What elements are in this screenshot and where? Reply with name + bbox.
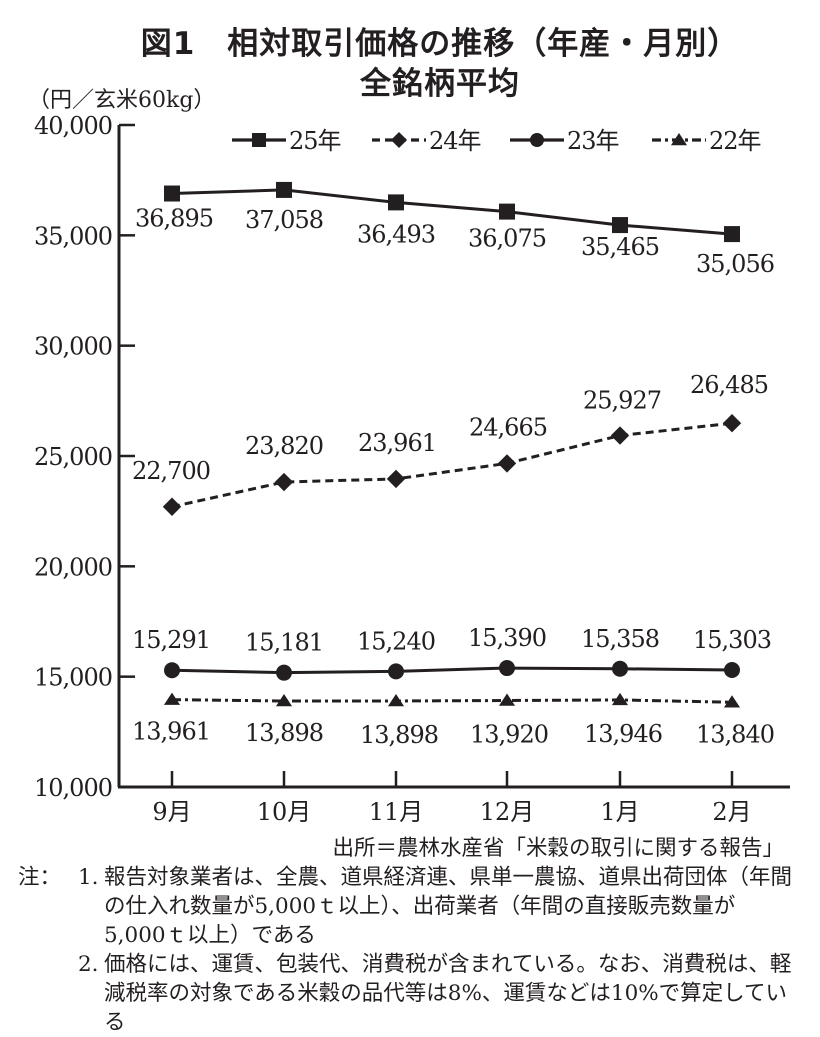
data-label: 15,291 <box>132 626 210 654</box>
chart-axes: 10,000 15,000 20,000 25,000 30,000 35,000 40,0… <box>34 112 790 826</box>
chart-series: 36,895 37,058 36,493 36,075 35,465 35,056 22,7… <box>132 181 775 749</box>
data-label: 25,927 <box>583 387 661 415</box>
data-label: 24,665 <box>469 413 547 441</box>
triangle-marker-icon <box>723 695 741 708</box>
y-tick-label: 35,000 <box>34 222 112 250</box>
x-tick-label: 10月 <box>257 798 312 826</box>
x-tick-label: 12月 <box>480 798 535 826</box>
data-label: 15,390 <box>468 624 546 652</box>
data-label: 15,303 <box>693 626 771 654</box>
diamond-marker-icon <box>497 454 517 473</box>
legend-label: 24年 <box>429 127 481 155</box>
square-marker-icon <box>276 181 292 198</box>
diamond-marker-icon <box>162 497 182 516</box>
circle-marker-icon <box>164 662 180 679</box>
diamond-marker-icon <box>274 472 294 492</box>
data-label: 13,946 <box>584 720 662 748</box>
data-label: 15,240 <box>357 627 435 655</box>
data-label: 13,840 <box>696 720 774 748</box>
legend-label: 22年 <box>709 127 761 155</box>
x-tick-label: 9月 <box>152 798 191 826</box>
note-1-number: 1. <box>78 865 99 890</box>
data-label: 13,898 <box>245 719 323 747</box>
diamond-marker-icon <box>386 469 406 489</box>
legend-item-23年: 23年 <box>510 127 620 155</box>
legend-label: 25年 <box>289 127 341 155</box>
series-25年: 36,895 37,058 36,493 36,075 35,465 35,056 <box>135 181 775 278</box>
y-tick-label: 30,000 <box>34 333 112 361</box>
x-tick-label: 2月 <box>712 798 751 826</box>
chart-subtitle: 全銘柄平均 <box>360 66 520 102</box>
series-line <box>171 421 733 509</box>
y-tick-label: 25,000 <box>34 443 112 471</box>
data-label: 36,075 <box>468 225 546 253</box>
y-tick-label: 15,000 <box>34 664 112 692</box>
triangle-marker-icon <box>275 693 293 707</box>
data-label: 37,058 <box>245 206 323 234</box>
data-label: 26,485 <box>690 371 768 399</box>
data-label: 15,358 <box>581 625 659 653</box>
triangle-marker-icon <box>498 693 516 706</box>
series-24年: 22,700 23,820 23,961 24,665 25,927 26,485 <box>132 371 769 516</box>
series-line <box>171 666 733 675</box>
square-marker-icon <box>499 203 515 220</box>
triangle-marker-icon <box>611 692 629 706</box>
circle-marker-icon <box>388 663 404 680</box>
diamond-marker-icon <box>390 131 408 149</box>
circle-marker-icon <box>724 661 740 678</box>
square-marker-icon <box>724 226 740 243</box>
y-tick-label: 10,000 <box>34 774 112 802</box>
data-label: 35,465 <box>581 233 659 261</box>
circle-marker-icon <box>276 664 292 681</box>
legend-item-24年: 24年 <box>372 127 482 155</box>
circle-marker-icon <box>530 133 544 147</box>
data-label: 13,961 <box>132 718 210 746</box>
triangle-marker-icon <box>163 692 181 705</box>
y-tick-label: 20,000 <box>34 553 112 581</box>
data-label: 13,920 <box>470 720 548 748</box>
data-label: 15,181 <box>245 629 323 657</box>
diamond-marker-icon <box>722 414 742 433</box>
note-1-text: 報告対象業者は、全農、道県経済連、県単一農協、道県出荷団体（年間の仕入れ数量が5… <box>104 865 793 948</box>
data-label: 13,898 <box>360 721 438 749</box>
square-marker-icon <box>388 194 404 211</box>
data-label: 36,895 <box>135 205 213 233</box>
series-line <box>171 188 733 236</box>
data-label: 23,961 <box>358 429 436 457</box>
legend-item-22年: 22年 <box>652 127 762 155</box>
source-note: 出所＝農林水産省「米穀の取引に関する報告」 <box>332 836 784 861</box>
notes-heading: 注： <box>18 865 62 890</box>
circle-marker-icon <box>612 660 628 677</box>
triangle-marker-icon <box>670 133 688 146</box>
data-label: 35,056 <box>696 250 774 278</box>
y-axis-unit-label: （円／玄米60kg） <box>28 88 216 113</box>
y-tick-label: 40,000 <box>34 112 112 140</box>
series-line <box>171 698 733 704</box>
note-2-number: 2. <box>78 952 99 977</box>
chart-title: 図1 相対取引価格の推移（年産・月別） <box>140 26 740 62</box>
note-2-text: 価格には、運賃、包装代、消費税が含まれている。なお、消費税は、軽減税率の対象であ… <box>104 952 792 1035</box>
square-marker-icon <box>612 217 628 234</box>
diamond-marker-icon <box>610 426 630 445</box>
square-marker-icon <box>252 133 266 147</box>
square-marker-icon <box>164 185 180 202</box>
line-chart: 10,000 15,000 20,000 25,000 30,000 35,000 40,0… <box>34 112 790 826</box>
legend-item-25年: 25年 <box>232 127 342 155</box>
x-tick-label: 1月 <box>600 798 639 826</box>
data-label: 23,820 <box>245 432 323 460</box>
triangle-marker-icon <box>387 693 405 707</box>
circle-marker-icon <box>499 660 515 677</box>
series-22年: 13,961 13,898 13,898 13,920 13,946 13,840 <box>132 692 775 749</box>
series-23年: 15,291 15,181 15,240 15,390 15,358 15,303 <box>132 624 772 681</box>
legend-label: 23年 <box>567 127 619 155</box>
chart-legend: 25年 24年 23年 22年 <box>232 127 762 155</box>
data-label: 22,700 <box>132 457 210 485</box>
data-label: 36,493 <box>357 220 435 248</box>
x-tick-label: 11月 <box>369 798 424 826</box>
